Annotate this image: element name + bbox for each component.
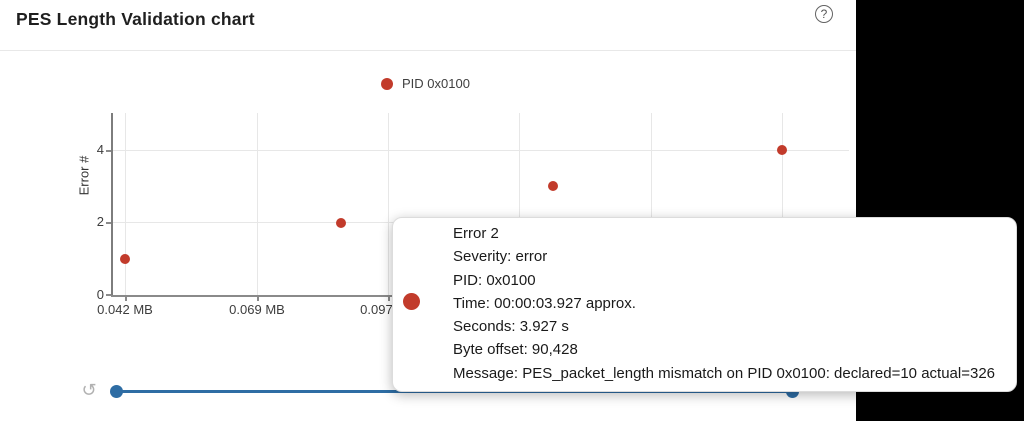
legend-item-pid-0x0100[interactable]: PID 0x0100 bbox=[381, 76, 470, 91]
slider-reset-icon[interactable]: ↺ bbox=[81, 380, 97, 401]
x-tick-label: 0.042 MB bbox=[97, 302, 153, 317]
data-point[interactable] bbox=[548, 181, 559, 192]
gridline bbox=[519, 113, 520, 295]
gridline bbox=[257, 113, 258, 295]
tooltip-line-severity: Severity: error bbox=[453, 248, 548, 266]
gridline bbox=[388, 113, 389, 295]
tooltip-line-title: Error 2 bbox=[453, 225, 499, 242]
tooltip-line-message: Message: PES_packet_length mismatch on P… bbox=[453, 364, 996, 382]
x-tick bbox=[388, 296, 390, 301]
titlebar: PES Length Validation chart ? bbox=[0, 0, 856, 50]
data-point[interactable] bbox=[777, 145, 788, 155]
y-tick-label: 4 bbox=[96, 142, 104, 157]
legend-marker-icon bbox=[381, 77, 393, 90]
data-point[interactable] bbox=[336, 217, 347, 228]
x-tick bbox=[257, 296, 259, 301]
page-title: PES Length Validation chart bbox=[16, 9, 255, 29]
tooltip-line-seconds: Seconds: 3.927 s bbox=[453, 318, 569, 336]
gridline bbox=[125, 113, 126, 295]
tooltip-line-pid: PID: 0x0100 bbox=[453, 271, 536, 289]
x-tick-label: 0.069 MB bbox=[229, 302, 285, 317]
y-tick-label: 2 bbox=[96, 214, 104, 229]
data-point-tooltip: Error 2 Severity: error PID: 0x0100 Time… bbox=[392, 217, 1017, 393]
gridline bbox=[651, 113, 652, 295]
data-point[interactable] bbox=[120, 253, 130, 264]
tooltip-series-marker-icon bbox=[403, 293, 420, 310]
tooltip-line-byte-offset: Byte offset: 90,428 bbox=[453, 341, 578, 359]
y-tick bbox=[106, 222, 111, 224]
header-divider bbox=[0, 50, 856, 51]
range-slider-handle-left[interactable] bbox=[110, 385, 123, 398]
y-tick-label: 0 bbox=[96, 287, 104, 302]
tooltip-line-time: Time: 00:00:03.927 approx. bbox=[453, 294, 636, 312]
gridline bbox=[782, 113, 783, 295]
y-axis-line bbox=[111, 113, 113, 296]
help-icon[interactable]: ? bbox=[815, 5, 833, 23]
y-axis-title: Error # bbox=[76, 155, 92, 196]
y-tick bbox=[106, 294, 111, 296]
y-tick bbox=[106, 150, 111, 152]
gridline bbox=[113, 150, 849, 151]
legend-label: PID 0x0100 bbox=[402, 76, 470, 91]
x-tick bbox=[125, 296, 127, 301]
